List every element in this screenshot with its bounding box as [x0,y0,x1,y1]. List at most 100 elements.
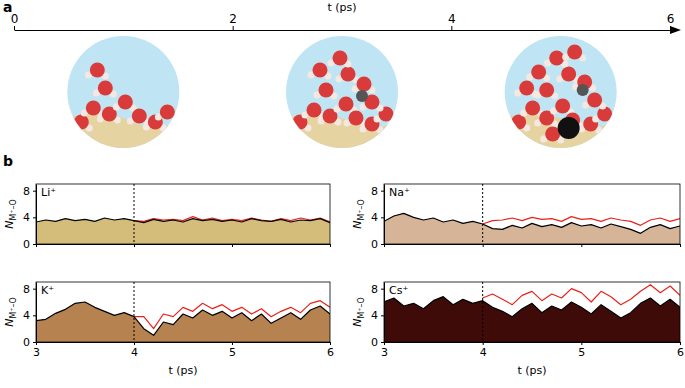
x-axis: 3456 [33,342,334,359]
atom-o [549,51,564,66]
tick: 4 [371,211,384,224]
y-axis: 0 4 8 [371,185,385,252]
tick-mark [680,342,681,345]
tick: 2 [229,12,237,30]
plot-frame [384,184,680,244]
atom-o [307,103,322,118]
tick: 3 [33,342,40,359]
atom-o [519,81,534,96]
line [483,285,680,305]
tick-label: 4 [23,211,30,224]
y-axis: 0 4 8 [23,283,37,350]
snapshot [286,36,398,148]
plot-frame [384,282,680,342]
tick-label: 3 [33,346,40,359]
tick-label: 5 [229,346,236,359]
ion [558,117,580,139]
tick: 5 [229,342,236,359]
tick-label: 8 [23,283,30,296]
tick [483,244,484,247]
tick-mark [233,26,234,30]
tick-label: 0 [371,238,378,251]
area [384,213,680,244]
arrow-head [670,26,681,34]
atom-o [339,97,354,112]
tick: 4 [23,309,36,322]
tick: 3 [381,342,388,359]
tick-mark [232,342,233,345]
line [384,297,680,318]
tick-mark [330,244,331,247]
axis-line [15,30,671,31]
reference-line [134,184,135,244]
tick-label: 3 [381,346,388,359]
axis-title-main: N [351,221,364,229]
panel-title: K⁺ [41,284,54,297]
snapshot [505,36,617,148]
tick-label: 8 [23,185,30,198]
tick: 8 [371,185,384,198]
tick: 0 [371,336,384,349]
tick-mark [33,244,36,245]
ion [577,84,589,96]
snapshot [67,36,179,148]
axis-title-subscript: M⁺–O [9,297,18,318]
atom-o [98,81,113,96]
tick-mark [330,342,331,345]
arrow-shaft [670,30,676,31]
plot-area [36,184,330,244]
axis-title: NM⁺–O [3,297,18,327]
atom-o [583,117,598,132]
atom-o [525,101,540,116]
axis-line [36,185,37,245]
tick-label: 2 [229,12,237,26]
ion [356,90,368,102]
tick-mark [381,217,384,218]
axis-line [37,342,331,343]
atom-o [561,67,576,82]
tick-label: 0 [23,238,30,251]
axis-line [37,244,331,245]
line [483,217,680,226]
reference-line [482,184,483,244]
tick-mark [232,244,233,247]
atom-o [74,115,89,130]
axis-line [36,283,37,343]
tick-label: 5 [578,346,585,359]
x-axis [37,244,331,247]
atom-o [86,101,101,116]
axis-title: NM⁺–O [351,199,366,229]
tick: 0 [371,238,384,251]
tick-mark [381,342,384,343]
tick-mark [33,191,36,192]
tick [680,244,681,247]
tick: 8 [371,283,384,296]
tick: 4 [480,342,487,359]
tick: 0 [23,238,36,251]
atom-o [349,111,364,126]
area [36,218,330,244]
tick-label: 0 [23,336,30,349]
tick: 4 [371,309,384,322]
tick-mark [381,289,384,290]
plot-area [36,282,330,342]
atom-o [313,63,328,78]
atom-o [365,117,380,132]
tick-label: 8 [371,185,378,198]
tick-label: 4 [23,309,30,322]
line [384,213,680,233]
tick: 4 [131,342,138,359]
axis-title: t (ps) [517,364,546,377]
axis-title: NM⁺–O [351,297,366,327]
snapshot-content [505,45,617,149]
atom-o [567,45,582,60]
tick: 6 [677,342,684,359]
tick-label: 0 [371,336,378,349]
tick: 0 [23,336,36,349]
tick: 0 [11,12,19,30]
tick-label: 4 [371,309,378,322]
atom-o [132,109,147,124]
line [36,302,330,335]
plot-frame [36,282,330,342]
snapshot-content [286,51,398,149]
